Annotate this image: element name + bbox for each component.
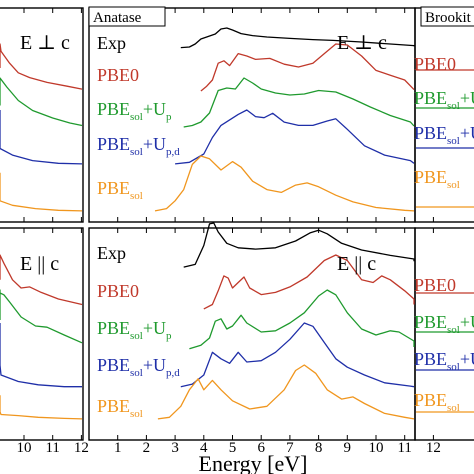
left-bottom-orientation: E || c: [20, 253, 59, 275]
center-top-curve-pbesol-up-d: [175, 109, 415, 165]
center-tick-label: 1: [114, 440, 122, 456]
center-top-curve-exp: [180, 27, 415, 49]
right-bottom-label-pbesol: PBEsol: [414, 390, 460, 414]
anatase-label: Anatase: [93, 10, 142, 26]
left-bottom-frame: [0, 227, 84, 441]
center-tick-label: 7: [286, 440, 294, 456]
center-tick-label: 12: [426, 440, 441, 456]
center-tick-label: 6: [257, 440, 265, 456]
center-bottom-curve-pbe0: [203, 254, 415, 310]
center-bottom-curve-pbesol-up: [189, 289, 415, 350]
center-tick-label: 2: [143, 440, 151, 456]
center-tick-label: 11: [397, 440, 411, 456]
left-bottom-curve-pbesol: [0, 395, 83, 420]
anatase-label-box: [88, 6, 166, 27]
right-top-frame: [414, 7, 474, 223]
center-tick-label: 5: [229, 440, 237, 456]
left-top-curve-pbesol: [0, 172, 83, 212]
brookite-label: Brookit: [425, 10, 472, 26]
panel-frames: [0, 7, 474, 441]
spectra-curves: [0, 27, 474, 420]
center-top-label-pbesol-up: PBEsol+Up: [97, 99, 172, 123]
right-top-label-pbesol-up-d: PBEsol+Up,d: [414, 123, 474, 147]
center-top-label-pbesol: PBEsol: [97, 178, 143, 202]
center-top-orientation: E ⊥ c: [337, 32, 387, 54]
left-bottom-curve-pbesol-up: [0, 289, 83, 344]
center-bottom-label-exp: Exp: [97, 243, 126, 263]
center-bottom-curve-pbesol-up-d: [180, 322, 415, 388]
center-bottom-label-pbesol-up: PBEsol+Up: [97, 318, 172, 342]
center-tick-label: 3: [171, 440, 179, 456]
brookite-label-box: [420, 6, 474, 27]
series-labels: Exp PBE0 PBEsol+Up PBEsol+Up,d PBEsol PBE0 PBE…: [97, 33, 474, 420]
left-tick-label: 12: [74, 440, 89, 456]
left-tick-label: 11: [45, 440, 59, 456]
center-bottom-label-pbesol-up-d: PBEsol+Up,d: [97, 355, 180, 379]
center-top-label-pbesol-up-d: PBEsol+Up,d: [97, 134, 180, 158]
center-top-curve-pbesol-up: [183, 77, 415, 128]
center-tick-label: 4: [200, 440, 208, 456]
right-top-label-pbesol: PBEsol: [414, 167, 460, 191]
left-tick-label: 10: [17, 440, 32, 456]
center-top-label-pbe0: PBE0: [97, 65, 139, 85]
left-bottom-curve-pbesol-up-d: [0, 323, 82, 388]
center-bottom-orientation: E || c: [337, 253, 376, 275]
right-bottom-frame: [414, 227, 474, 441]
center-tick-label: 8: [315, 440, 323, 456]
left-bottom-curve-pbe0: [0, 254, 83, 306]
center-tick-label: 9: [344, 440, 352, 456]
x-axis-label: Energy [eV]: [199, 451, 308, 474]
left-top-frame: [0, 7, 84, 223]
center-bottom-label-pbe0: PBE0: [97, 281, 139, 301]
center-top-curve-pbesol: [154, 155, 415, 212]
left-top-curve-pbesol-up-d: [0, 110, 83, 165]
center-top-label-exp: Exp: [97, 33, 126, 53]
center-bottom-curve-exp: [183, 222, 415, 268]
right-top-label-pbesol-up: PBEsol+Up: [414, 88, 474, 112]
right-top-label-pbe0: PBE0: [414, 54, 456, 74]
right-bottom-label-pbe0: PBE0: [414, 275, 456, 295]
axis-ticks: 1234567891011129101112: [17, 8, 441, 456]
left-top-curve-pbesol-up: [0, 77, 83, 127]
left-top-orientation: E ⊥ c: [20, 32, 70, 54]
center-top-curve-pbe0: [200, 43, 415, 92]
left-top-curve-pbe0: [0, 43, 83, 90]
center-bottom-label-pbesol: PBEsol: [97, 396, 143, 420]
center-bottom-curve-pbesol: [157, 364, 415, 420]
right-bottom-label-pbesol-up-d: PBEsol+Up,d: [414, 349, 474, 373]
center-tick-label: 10: [369, 440, 384, 456]
right-bottom-label-pbesol-up: PBEsol+Up: [414, 312, 474, 336]
